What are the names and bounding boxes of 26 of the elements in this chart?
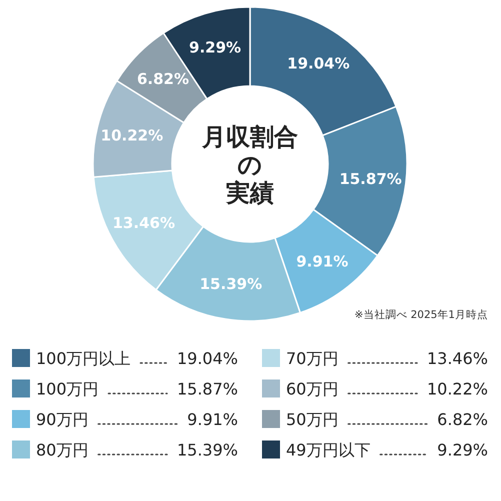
legend-label: 80万円 [36, 440, 88, 460]
data-label: 19.04% [287, 54, 350, 73]
legend-item: 90万円 9.91% [12, 410, 238, 429]
data-label: 9.91% [296, 252, 348, 271]
data-label: 15.87% [339, 170, 402, 188]
data-label: 10.22% [100, 126, 164, 144]
data-label: 15.39% [200, 274, 262, 293]
data-label: 13.46% [112, 214, 175, 232]
legend-item: 70万円 13.46% [262, 349, 488, 368]
legend-label: 49万円以下 [286, 440, 370, 460]
text: 月収割合の実績 [201, 123, 298, 207]
legend-item: 60万円 10.22% [262, 380, 488, 398]
legend-label: 90万円 [36, 410, 88, 429]
legend-label: 100万円以上 [36, 349, 131, 368]
legend-item: 100万円以上 19.04% [12, 349, 238, 368]
legend-label: 50万円 [286, 410, 338, 429]
legend-item: 49万円以下 9.29% [262, 440, 488, 460]
data-label: 9.29% [189, 38, 242, 57]
data-label: 6.82% [136, 70, 190, 88]
text: ※当社調べ 2025年1月時点 [354, 308, 488, 321]
legend-item: 100万円 15.87% [12, 380, 238, 398]
legend-label: 60万円 [286, 380, 338, 398]
legend-item: 50万円 6.82% [262, 410, 488, 429]
legend-label: 100万円 [36, 380, 99, 398]
legend-item: 80万円 15.39% [12, 440, 238, 460]
legend-label: 70万円 [286, 349, 338, 368]
